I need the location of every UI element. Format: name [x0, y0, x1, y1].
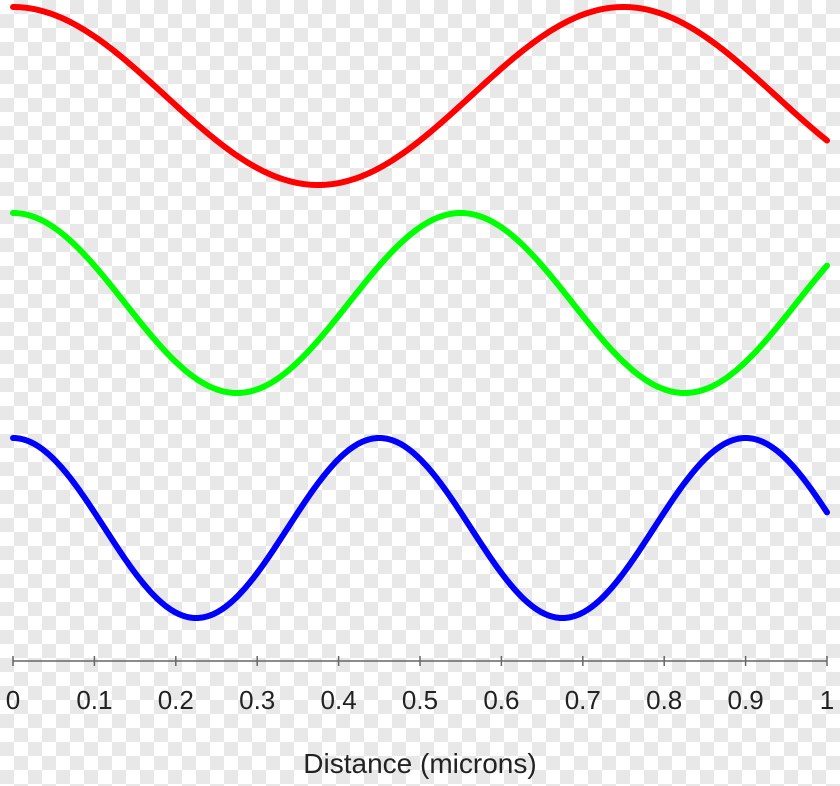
- x-tick-label: 0.5: [402, 685, 438, 715]
- x-tick-labels: 0 0.1 0.2 0.3 0.4 0.5 0.6 0.7 0.8 0.9 1: [6, 685, 834, 715]
- x-ticks: [12, 656, 828, 666]
- x-tick-label: 0.1: [76, 685, 112, 715]
- series-line-3: [10, 435, 830, 621]
- curves-layer: [10, 4, 830, 621]
- x-tick-label: 0.3: [239, 685, 275, 715]
- x-tick-label: 1: [820, 685, 834, 715]
- x-axis-title: Distance (microns): [303, 748, 536, 779]
- x-tick-label: 0.9: [728, 685, 764, 715]
- x-tick-label: 0.8: [646, 685, 682, 715]
- x-tick-label: 0: [6, 685, 20, 715]
- series-line-2: [10, 210, 830, 396]
- series-line-1: [10, 4, 830, 188]
- x-tick-label: 0.6: [483, 685, 519, 715]
- x-tick-label: 0.4: [321, 685, 357, 715]
- x-tick-label: 0.7: [565, 685, 601, 715]
- x-tick-label: 0.2: [158, 685, 194, 715]
